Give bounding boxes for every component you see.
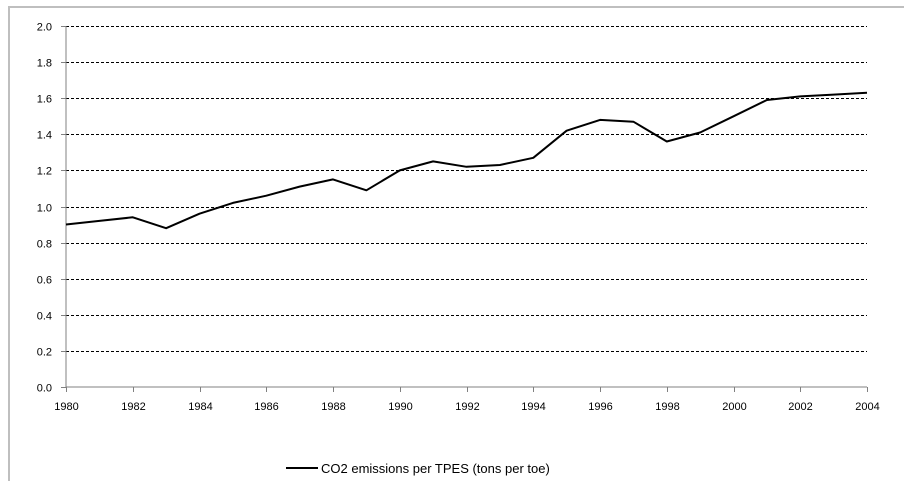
x-tick-label: 1980 bbox=[54, 401, 78, 413]
x-tick-label: 1982 bbox=[121, 401, 145, 413]
y-tick-label: 2.0 bbox=[37, 22, 52, 34]
x-tick-label: 1994 bbox=[521, 401, 545, 413]
y-tick-label: 0.8 bbox=[37, 239, 52, 251]
y-tick-label: 0.0 bbox=[37, 383, 52, 395]
y-tick-label: 1.4 bbox=[37, 130, 52, 142]
x-tick-label: 1992 bbox=[455, 401, 479, 413]
x-tick-label: 1986 bbox=[254, 401, 278, 413]
frame-border-left bbox=[8, 6, 10, 481]
x-tick-label: 1990 bbox=[388, 401, 412, 413]
y-tick-label: 0.2 bbox=[37, 347, 52, 359]
x-tick-label: 2002 bbox=[788, 401, 812, 413]
x-tick-label: 2000 bbox=[722, 401, 746, 413]
series-line bbox=[65, 91, 868, 230]
axis-layer bbox=[65, 26, 867, 388]
y-tick-label: 1.0 bbox=[37, 203, 52, 215]
x-tick-label: 1996 bbox=[588, 401, 612, 413]
legend-label: CO2 emissions per TPES (tons per toe) bbox=[321, 461, 550, 476]
y-tick-label: 0.6 bbox=[37, 275, 52, 287]
y-tick-label: 0.4 bbox=[37, 311, 52, 323]
x-tick-label: 2004 bbox=[855, 401, 879, 413]
y-tick-label: 1.6 bbox=[37, 94, 52, 106]
frame-border-top bbox=[8, 6, 904, 8]
legend: CO2 emissions per TPES (tons per toe) bbox=[286, 461, 550, 476]
series-layer bbox=[65, 91, 868, 230]
x-tick-label: 1988 bbox=[321, 401, 345, 413]
x-tick-label: 1998 bbox=[655, 401, 679, 413]
grid-layer bbox=[66, 26, 867, 352]
y-tick-label: 1.2 bbox=[37, 166, 52, 178]
tick-layer: 0.0 0.2 0.4 0.6 0.8 1.0 1.2 1.4 1.6 1.8 2.0 1980 198… bbox=[37, 22, 880, 414]
x-tick-label: 1984 bbox=[188, 401, 212, 413]
y-tick-label: 1.8 bbox=[37, 58, 52, 70]
